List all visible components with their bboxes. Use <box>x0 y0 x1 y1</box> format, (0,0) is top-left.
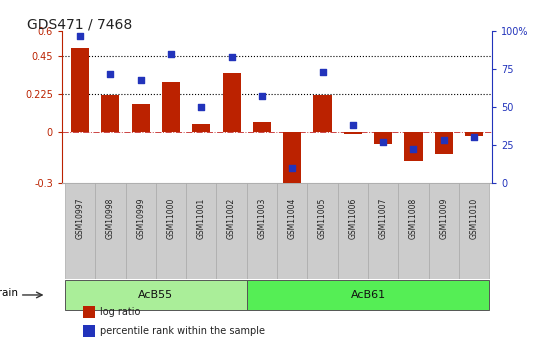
Point <box>288 165 296 170</box>
Text: GSM11001: GSM11001 <box>197 197 206 239</box>
Text: GDS471 / 7468: GDS471 / 7468 <box>27 17 133 31</box>
Point <box>106 71 115 76</box>
Text: GSM11006: GSM11006 <box>348 197 357 239</box>
Bar <box>223 73 240 132</box>
Bar <box>405 132 422 161</box>
Text: GSM10998: GSM10998 <box>106 197 115 239</box>
FancyBboxPatch shape <box>459 183 489 279</box>
Point <box>258 93 266 99</box>
Point <box>379 139 387 145</box>
FancyBboxPatch shape <box>247 280 489 310</box>
Text: GSM11003: GSM11003 <box>257 197 266 239</box>
Text: GSM11009: GSM11009 <box>439 197 448 239</box>
Text: GSM11005: GSM11005 <box>318 197 327 239</box>
Text: GSM11002: GSM11002 <box>227 197 236 239</box>
FancyBboxPatch shape <box>429 183 459 279</box>
FancyBboxPatch shape <box>186 183 216 279</box>
Text: log ratio: log ratio <box>100 307 140 317</box>
Bar <box>465 132 483 136</box>
Bar <box>253 122 271 132</box>
Bar <box>192 124 210 132</box>
Text: GSM11004: GSM11004 <box>288 197 297 239</box>
Bar <box>283 132 301 190</box>
Text: GSM10999: GSM10999 <box>136 197 145 239</box>
Point <box>440 138 448 143</box>
FancyBboxPatch shape <box>277 183 307 279</box>
Bar <box>101 95 119 132</box>
Point <box>318 69 327 75</box>
FancyBboxPatch shape <box>368 183 398 279</box>
Point <box>349 122 357 128</box>
Point <box>197 104 206 110</box>
FancyBboxPatch shape <box>95 183 125 279</box>
Text: GSM10997: GSM10997 <box>75 197 84 239</box>
Point <box>136 77 145 82</box>
FancyBboxPatch shape <box>156 183 186 279</box>
FancyBboxPatch shape <box>65 183 95 279</box>
FancyBboxPatch shape <box>338 183 368 279</box>
Text: AcB61: AcB61 <box>350 290 386 300</box>
FancyBboxPatch shape <box>216 183 247 279</box>
FancyBboxPatch shape <box>125 183 156 279</box>
Text: AcB55: AcB55 <box>138 290 173 300</box>
Point <box>167 51 175 57</box>
FancyBboxPatch shape <box>65 280 247 310</box>
FancyBboxPatch shape <box>307 183 338 279</box>
Bar <box>344 132 362 134</box>
Text: GSM11007: GSM11007 <box>379 197 388 239</box>
Point <box>76 33 84 38</box>
Bar <box>162 82 180 132</box>
Bar <box>314 95 331 132</box>
FancyBboxPatch shape <box>247 183 277 279</box>
Text: strain: strain <box>0 288 18 298</box>
Point <box>470 135 478 140</box>
Bar <box>132 104 150 132</box>
Bar <box>71 48 89 132</box>
Point <box>409 147 418 152</box>
Bar <box>374 132 392 144</box>
Text: percentile rank within the sample: percentile rank within the sample <box>100 326 265 336</box>
FancyBboxPatch shape <box>398 183 429 279</box>
Point <box>227 54 236 60</box>
Text: GSM11000: GSM11000 <box>166 197 175 239</box>
Text: GSM11008: GSM11008 <box>409 197 418 239</box>
Text: GSM11010: GSM11010 <box>470 197 479 239</box>
Bar <box>435 132 453 154</box>
